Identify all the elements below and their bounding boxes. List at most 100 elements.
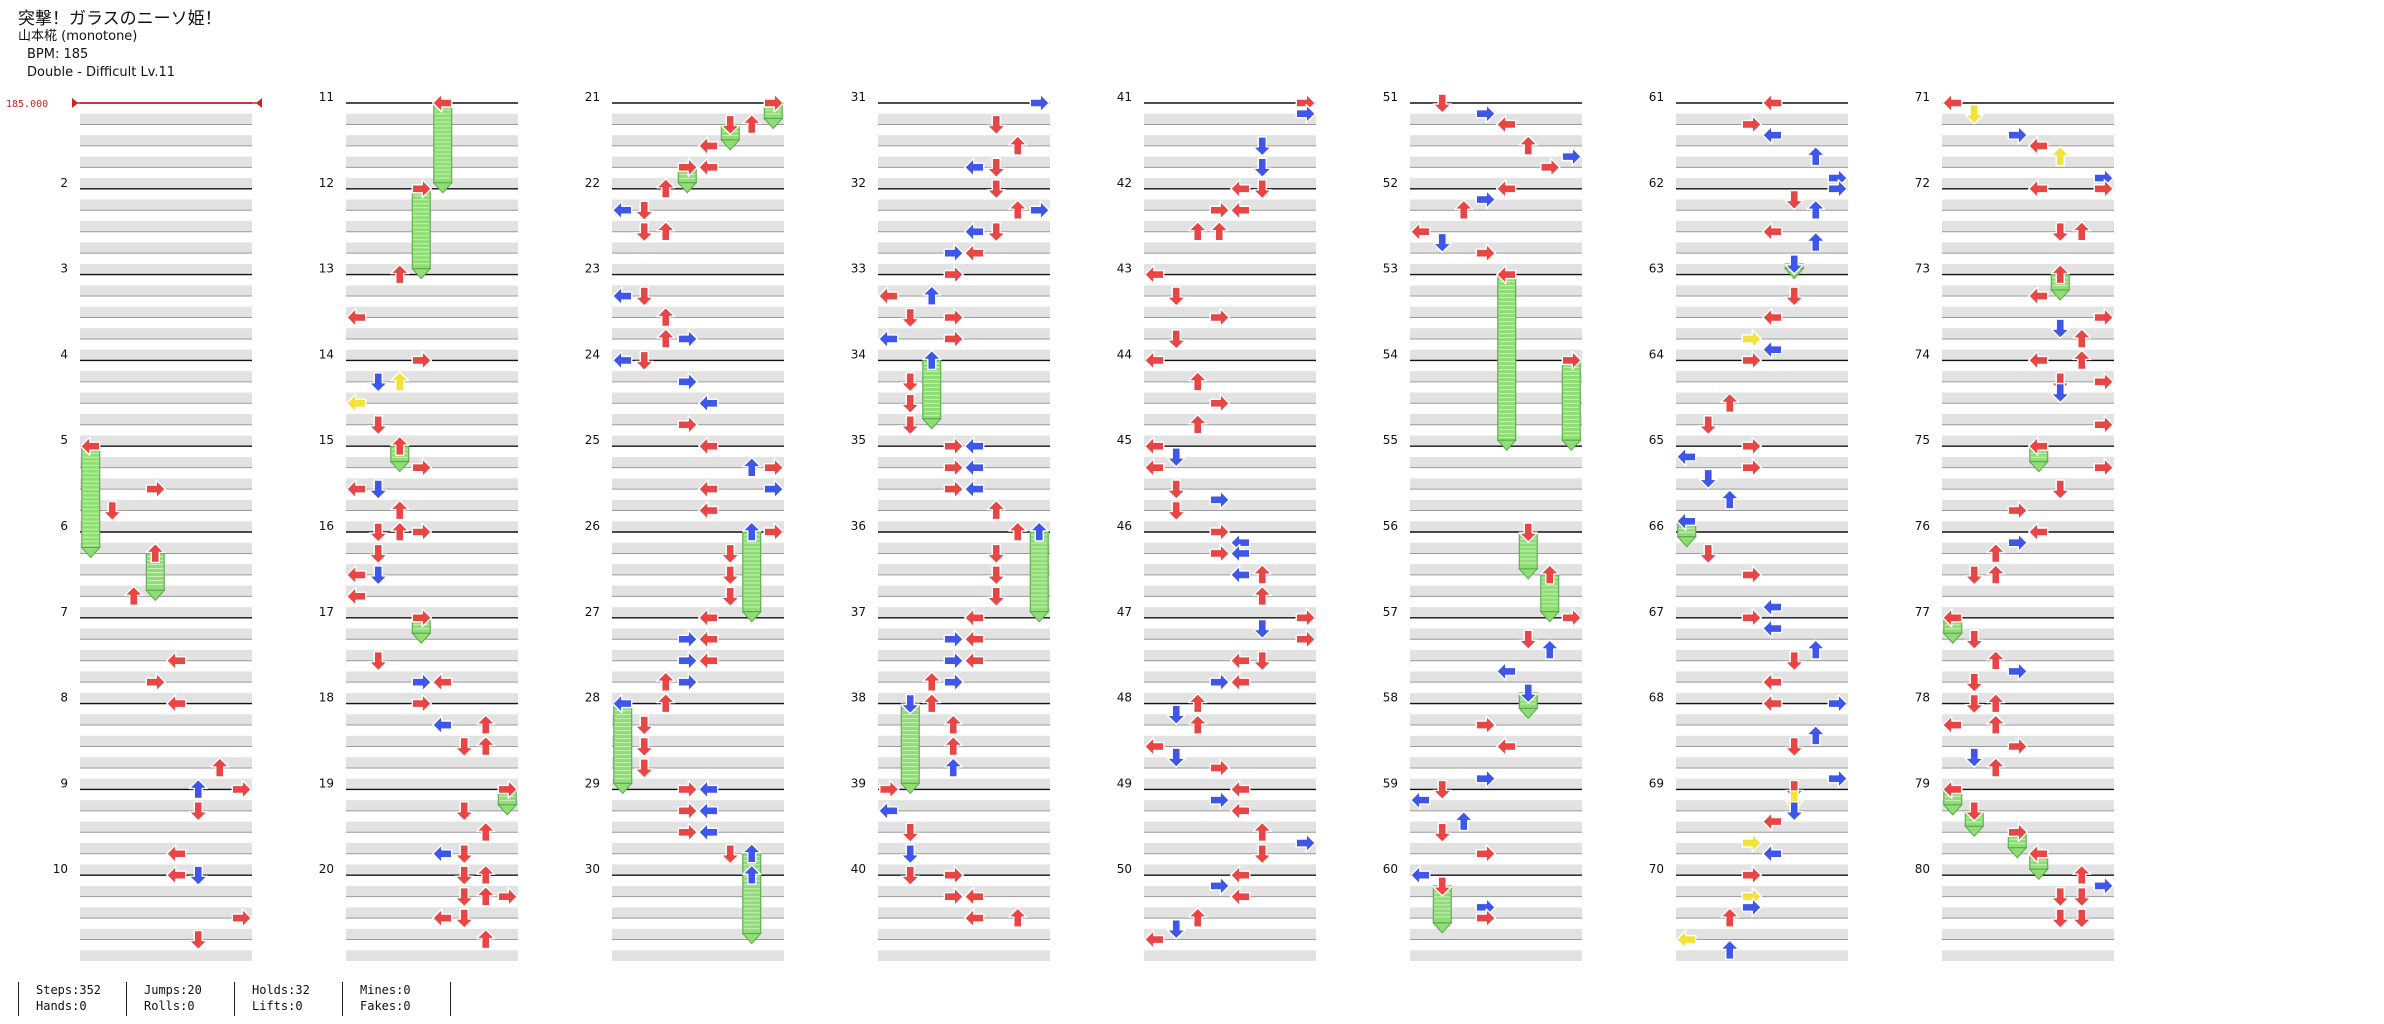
beat-band xyxy=(1942,178,2114,189)
measure-number: 15 xyxy=(319,433,334,447)
measure-number: 11 xyxy=(319,90,334,104)
beat-band xyxy=(1410,671,1582,683)
arrow-down-icon xyxy=(1964,801,1984,822)
measure-72: 72 xyxy=(1915,176,2114,275)
beat-band xyxy=(346,199,518,211)
arrow-left-icon xyxy=(1676,929,1697,950)
measure-number: 50 xyxy=(1117,862,1132,876)
arrow-down-icon xyxy=(1964,565,1984,586)
arrow-right-icon xyxy=(2093,179,2114,199)
arrow-left-icon xyxy=(346,307,367,328)
arrow-right-icon xyxy=(2093,876,2114,896)
beat-band xyxy=(612,628,784,640)
arrow-left-icon xyxy=(1676,447,1697,467)
beat-band xyxy=(1144,607,1316,618)
beat-band xyxy=(1144,564,1316,575)
arrow-left-icon xyxy=(698,157,719,178)
arrow-up-icon xyxy=(476,821,496,842)
hold-end xyxy=(2007,847,2028,859)
beat-band xyxy=(1410,306,1582,318)
measure-number: 13 xyxy=(319,262,334,276)
beat-band xyxy=(346,521,518,532)
arrow-down-icon xyxy=(2050,382,2070,404)
beat-band xyxy=(80,306,252,318)
beat-band xyxy=(80,220,252,232)
arrow-left-icon xyxy=(2028,350,2049,371)
arrow-down-icon xyxy=(634,715,654,736)
measure-6: 6 xyxy=(60,519,252,618)
measure-number: 53 xyxy=(1383,262,1398,276)
arrow-left-icon xyxy=(1762,597,1783,617)
bpm-marker: 185.000 xyxy=(6,98,262,110)
beat-band xyxy=(1410,607,1582,618)
measure-31: 31 xyxy=(851,90,1050,189)
arrow-up-icon xyxy=(742,843,762,864)
arrow-up-icon xyxy=(1806,639,1826,660)
beat-band xyxy=(80,735,252,747)
beat-band xyxy=(612,178,784,189)
beat-band xyxy=(1410,757,1582,768)
arrow-right-icon xyxy=(1741,865,1762,885)
arrow-down-icon xyxy=(1784,736,1804,758)
arrow-right-icon xyxy=(2007,822,2028,842)
arrow-down-icon xyxy=(1252,157,1272,179)
arrow-down-icon xyxy=(188,865,208,886)
arrow-left-icon xyxy=(1762,811,1783,832)
arrow-right-icon xyxy=(231,908,252,928)
beat-band xyxy=(1144,950,1316,961)
arrow-right-icon xyxy=(2007,661,2028,682)
measure-number: 77 xyxy=(1915,605,1930,619)
arrow-up-icon xyxy=(1188,714,1208,735)
beat-band xyxy=(1676,263,1848,275)
bpm-end-tick xyxy=(256,98,262,108)
beat-band xyxy=(80,907,252,919)
arrow-left-icon xyxy=(1230,886,1251,907)
beat-band xyxy=(1676,757,1848,768)
arrow-right-icon xyxy=(1209,200,1230,220)
measure-number: 72 xyxy=(1915,176,1930,190)
beat-band xyxy=(612,435,784,447)
arrow-left-icon xyxy=(166,651,187,671)
measure-19: 19 xyxy=(319,776,518,876)
beat-band xyxy=(1410,113,1582,125)
arrow-right-icon xyxy=(943,457,964,478)
arrow-down-icon xyxy=(1784,286,1804,307)
arrow-up-icon xyxy=(1806,199,1826,220)
beat-band xyxy=(878,521,1050,532)
beat-band xyxy=(878,714,1050,726)
measure-23: 23 xyxy=(585,262,784,361)
beat-band xyxy=(1942,907,2114,919)
beat-band xyxy=(612,414,784,425)
arrow-down-icon xyxy=(986,565,1006,586)
beat-band xyxy=(346,178,518,189)
measure-13: 13 xyxy=(319,262,518,361)
beat-band xyxy=(1144,371,1316,382)
beat-band xyxy=(346,928,518,940)
arrow-up-icon xyxy=(390,435,410,456)
beat-band xyxy=(612,371,784,382)
hold-end xyxy=(1539,611,1560,623)
arrow-down-icon xyxy=(634,350,654,372)
arrow-right-icon xyxy=(1295,104,1316,124)
arrow-left-icon xyxy=(346,479,367,499)
arrow-left-icon xyxy=(2028,179,2049,199)
arrow-left-icon xyxy=(964,608,985,628)
beat-band xyxy=(878,220,1050,232)
beat-band xyxy=(346,135,518,146)
arrow-left-icon xyxy=(1230,865,1251,885)
arrow-right-icon xyxy=(1209,543,1230,564)
beat-band xyxy=(1676,435,1848,447)
arrow-down-icon xyxy=(2050,908,2070,929)
arrow-right-icon xyxy=(231,779,252,800)
arrow-right-icon xyxy=(677,779,698,800)
beat-band xyxy=(1942,821,2114,833)
arrow-right-icon xyxy=(1209,307,1230,328)
arrow-up-icon xyxy=(922,692,942,714)
arrow-up-icon xyxy=(922,349,942,371)
arrow-right-icon xyxy=(1561,350,1582,371)
arrow-left-icon xyxy=(1676,511,1697,531)
hold-note xyxy=(921,359,942,430)
beat-band xyxy=(1676,371,1848,382)
beat-band xyxy=(878,414,1050,425)
stat-top: Holds:32 xyxy=(252,983,310,997)
